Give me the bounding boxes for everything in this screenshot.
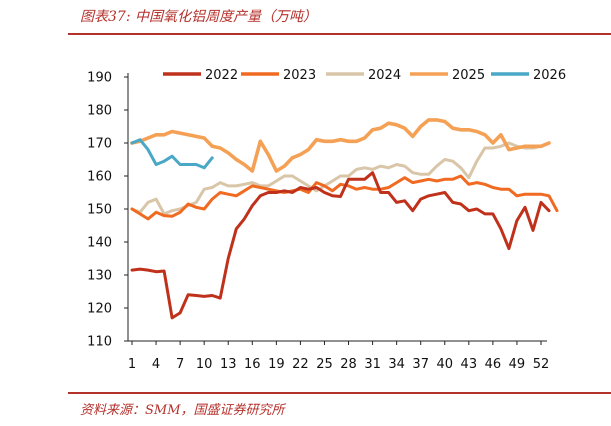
y-tick-label: 130 bbox=[87, 269, 112, 284]
x-tick-label: 16 bbox=[244, 357, 261, 372]
x-tick-label: 4 bbox=[152, 357, 160, 372]
source-note: 资料来源：SMM，国盛证券研究所 bbox=[80, 403, 285, 418]
x-tick-label: 13 bbox=[220, 357, 237, 372]
bottom-rule bbox=[68, 392, 611, 394]
series-line-2026 bbox=[130, 138, 214, 170]
series-line-2022 bbox=[130, 171, 551, 320]
y-tick-label: 150 bbox=[87, 203, 112, 218]
y-tick-label: 170 bbox=[87, 137, 112, 152]
x-tick-label: 19 bbox=[268, 357, 285, 372]
x-tick-label: 34 bbox=[388, 357, 405, 372]
legend-label-2022: 2022 bbox=[205, 68, 238, 83]
y-tick-label: 160 bbox=[87, 170, 112, 185]
x-tick-label: 1 bbox=[128, 357, 136, 372]
x-tick-label: 46 bbox=[485, 357, 502, 372]
x-tick-label: 37 bbox=[412, 357, 429, 372]
y-tick-label: 120 bbox=[87, 302, 112, 317]
x-tick-label: 43 bbox=[461, 357, 478, 372]
legend-label-2025: 2025 bbox=[452, 68, 485, 83]
y-tick-label: 190 bbox=[87, 71, 112, 86]
x-tick-label: 22 bbox=[292, 357, 309, 372]
x-tick-label: 7 bbox=[176, 357, 184, 372]
x-tick-label: 52 bbox=[533, 357, 550, 372]
x-tick-label: 25 bbox=[316, 357, 333, 372]
x-tick-label: 49 bbox=[509, 357, 526, 372]
y-tick-label: 110 bbox=[87, 335, 112, 350]
series-lines bbox=[130, 118, 559, 320]
y-tick-label: 180 bbox=[87, 104, 112, 119]
series-line-2025 bbox=[130, 118, 551, 173]
legend-label-2026: 2026 bbox=[533, 68, 566, 83]
y-tick-label: 140 bbox=[87, 236, 112, 251]
top-rule bbox=[68, 33, 611, 35]
x-tick-label: 28 bbox=[340, 357, 357, 372]
legend-label-2023: 2023 bbox=[283, 68, 316, 83]
legend: 2022 2023 2024 2025 2026 bbox=[163, 68, 566, 83]
legend-label-2024: 2024 bbox=[368, 68, 401, 83]
axes: 110 120 130 140 150 160 170 180 190 1 4 7 10 13 16 19 22… bbox=[87, 71, 549, 373]
x-tick-label: 40 bbox=[436, 357, 453, 372]
x-tick-label: 10 bbox=[196, 357, 213, 372]
chart-title: 图表37: 中国氧化铝周度产量（万吨） bbox=[80, 9, 317, 25]
series-line-2024 bbox=[130, 141, 551, 216]
x-tick-label: 31 bbox=[364, 357, 381, 372]
